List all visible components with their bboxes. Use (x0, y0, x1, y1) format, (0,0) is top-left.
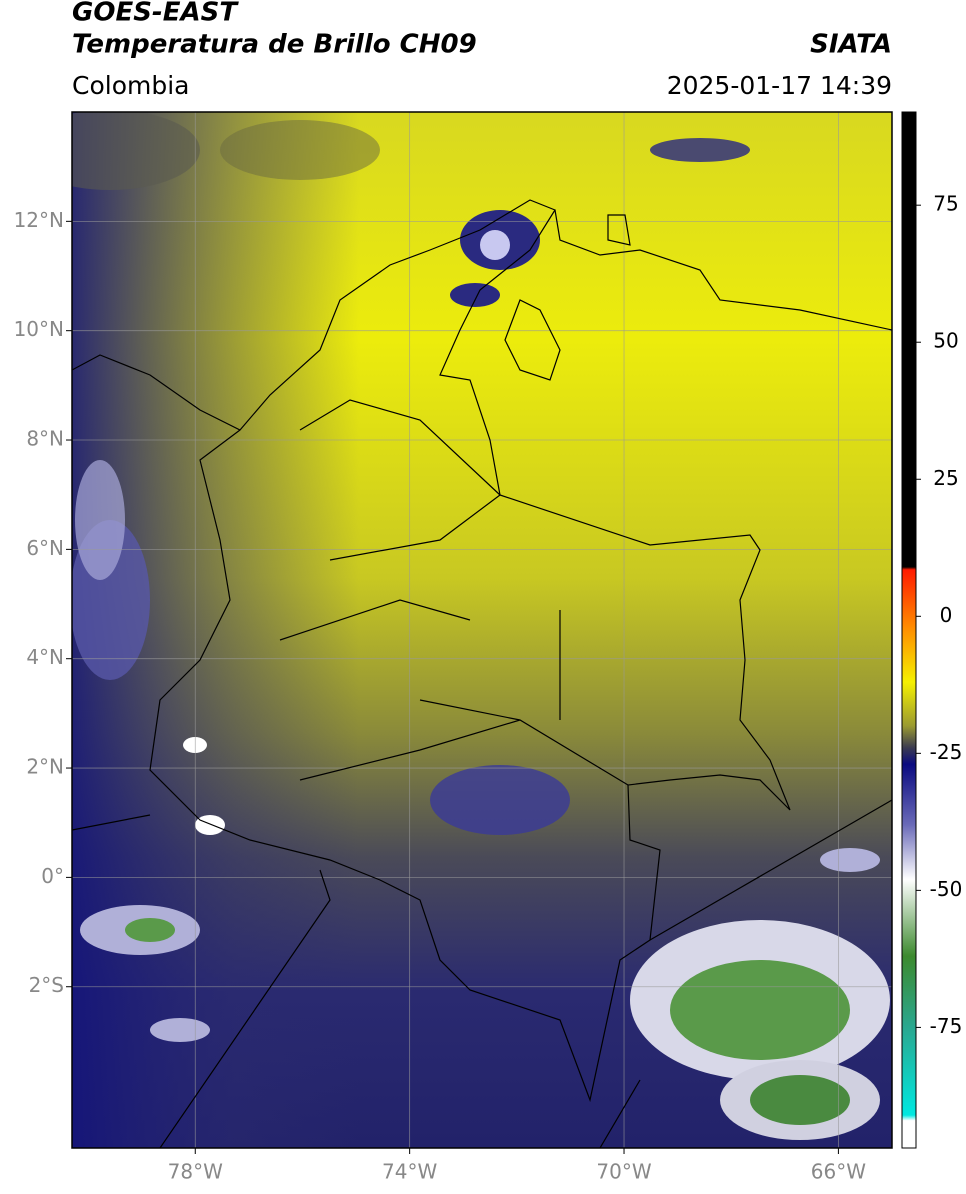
x-tick-label: 70°W (596, 1160, 651, 1184)
colorbar-tick-label: -75 (930, 1014, 963, 1038)
y-tick-label: 8°N (26, 427, 64, 451)
x-tick-label: 74°W (382, 1160, 437, 1184)
colorbar-tick-label: 0 (940, 603, 953, 627)
x-tick-label: 66°W (811, 1160, 866, 1184)
y-tick-label: 0° (41, 864, 64, 888)
map-frame (71, 111, 893, 1149)
colorbar-tick-label: 75 (933, 192, 958, 216)
y-tick-label: 4°N (26, 645, 64, 669)
source: SIATA (810, 30, 892, 60)
borders (72, 199, 892, 1148)
y-tick-label: 2°N (26, 755, 64, 779)
timestamp: 2025-01-17 14:39 (667, 71, 892, 100)
y-tick-label: 6°N (26, 536, 64, 560)
region: Colombia (72, 71, 189, 100)
colorbar (901, 111, 917, 1149)
colorbar-tick-label: 25 (933, 466, 958, 490)
colorbar-tick-label: -50 (930, 877, 963, 901)
y-tick-label: 12°N (14, 208, 64, 232)
y-tick-label: 10°N (14, 317, 64, 341)
subtitle: Temperatura de Brillo CH09 (72, 30, 477, 60)
title: GOES-EAST (72, 0, 239, 28)
y-tick-label: 2°S (29, 973, 64, 997)
x-tick-label: 78°W (168, 1160, 223, 1184)
colorbar-tick-label: -25 (930, 740, 963, 764)
colorbar-tick-label: 50 (933, 329, 958, 353)
satellite-image (72, 112, 892, 1148)
